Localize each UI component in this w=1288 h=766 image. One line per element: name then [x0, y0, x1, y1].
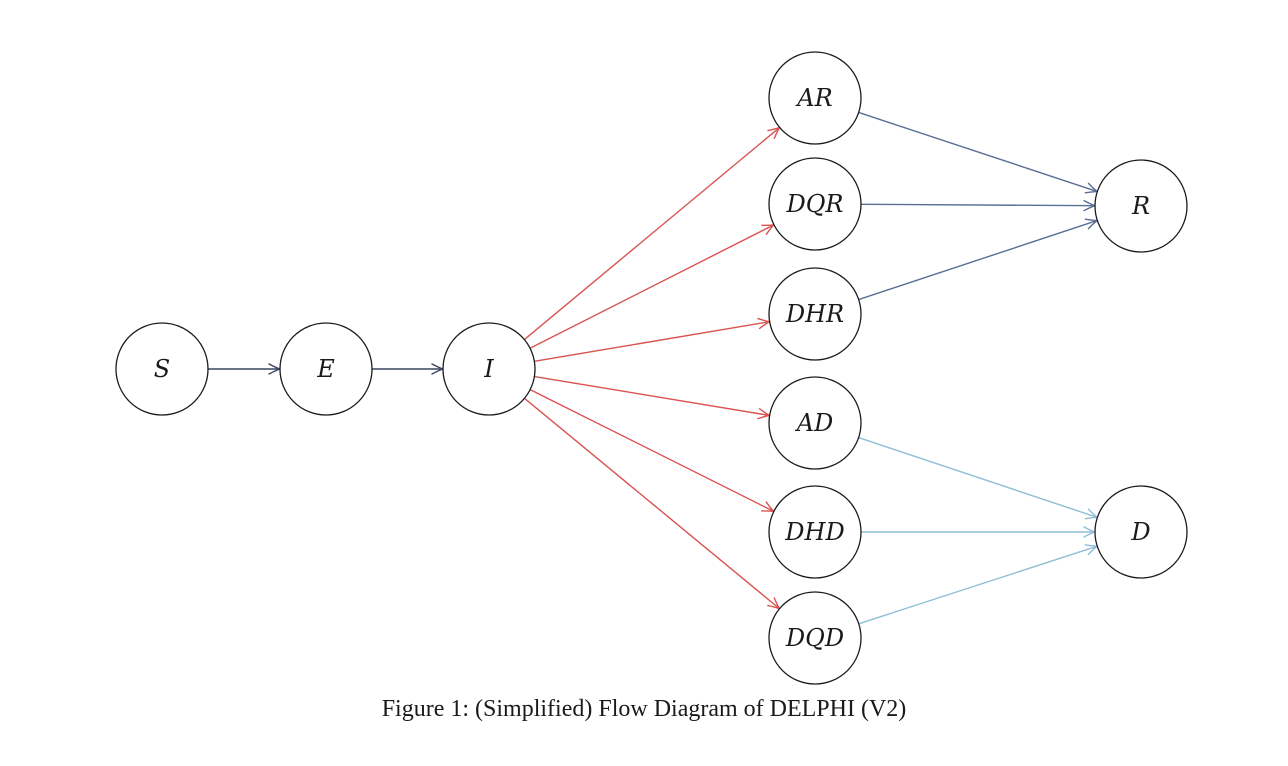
edge-line	[534, 320, 770, 363]
node-dhd: DHD	[768, 485, 862, 579]
edge-i-to-dhd	[529, 388, 775, 513]
node-label: DHR	[785, 300, 844, 328]
edge-line	[858, 111, 1098, 193]
node-label: I	[483, 355, 494, 383]
edge-line	[858, 436, 1098, 519]
node-e: E	[279, 322, 373, 416]
node-label: D	[1130, 518, 1150, 546]
node-label: AD	[795, 409, 834, 437]
node-circle	[768, 376, 862, 470]
node-circle	[279, 322, 373, 416]
node-label: R	[1131, 192, 1150, 220]
node-dqd: DQD	[768, 591, 862, 685]
node-circle	[768, 157, 862, 251]
edge-ad-to-d	[858, 436, 1099, 520]
node-s: S	[115, 322, 209, 416]
node-circle	[442, 322, 536, 416]
edge-line	[529, 224, 775, 349]
node-label: E	[316, 355, 335, 383]
node-i: I	[442, 322, 536, 416]
edge-line	[523, 126, 781, 341]
edge-i-to-dqr	[529, 224, 775, 349]
edge-i-to-dhr	[534, 317, 771, 363]
node-circle	[1094, 485, 1188, 579]
node-label: S	[154, 355, 170, 383]
edge-dhd-to-d	[861, 526, 1096, 538]
node-label: DQR	[786, 190, 844, 218]
edge-i-to-ar	[523, 126, 781, 341]
edge-i-to-dqd	[524, 397, 781, 610]
node-ar: AR	[768, 51, 862, 145]
node-r: R	[1094, 159, 1188, 253]
nodes-layer: S E I AR DQR DHR AD DHD DQD R D	[115, 51, 1188, 685]
edge-line	[529, 388, 775, 513]
edge-line	[858, 545, 1098, 625]
edge-i-to-ad	[534, 375, 771, 420]
edge-dqd-to-d	[858, 544, 1098, 625]
edge-e-to-i	[372, 363, 444, 375]
node-ad: AD	[768, 376, 862, 470]
node-label: DQD	[785, 624, 844, 652]
node-circle	[1094, 159, 1188, 253]
node-label: AR	[795, 84, 832, 112]
edges-layer	[208, 111, 1099, 625]
edge-s-to-e	[208, 363, 281, 375]
edge-dhr-to-r	[858, 218, 1099, 301]
edge-line	[860, 203, 1096, 207]
node-dqr: DQR	[768, 157, 862, 251]
node-circle	[768, 485, 862, 579]
node-d: D	[1094, 485, 1188, 579]
node-circle	[768, 591, 862, 685]
node-label: DHD	[784, 518, 844, 546]
node-circle	[768, 267, 862, 361]
edge-line	[524, 397, 780, 610]
edge-ar-to-r	[858, 111, 1099, 194]
node-circle	[768, 51, 862, 145]
edge-dqr-to-r	[860, 199, 1096, 212]
edge-line	[858, 219, 1098, 301]
figure-caption: Figure 1: (Simplified) Flow Diagram of D…	[381, 696, 907, 722]
node-circle	[115, 322, 209, 416]
node-dhr: DHR	[768, 267, 862, 361]
edge-line	[534, 375, 770, 417]
